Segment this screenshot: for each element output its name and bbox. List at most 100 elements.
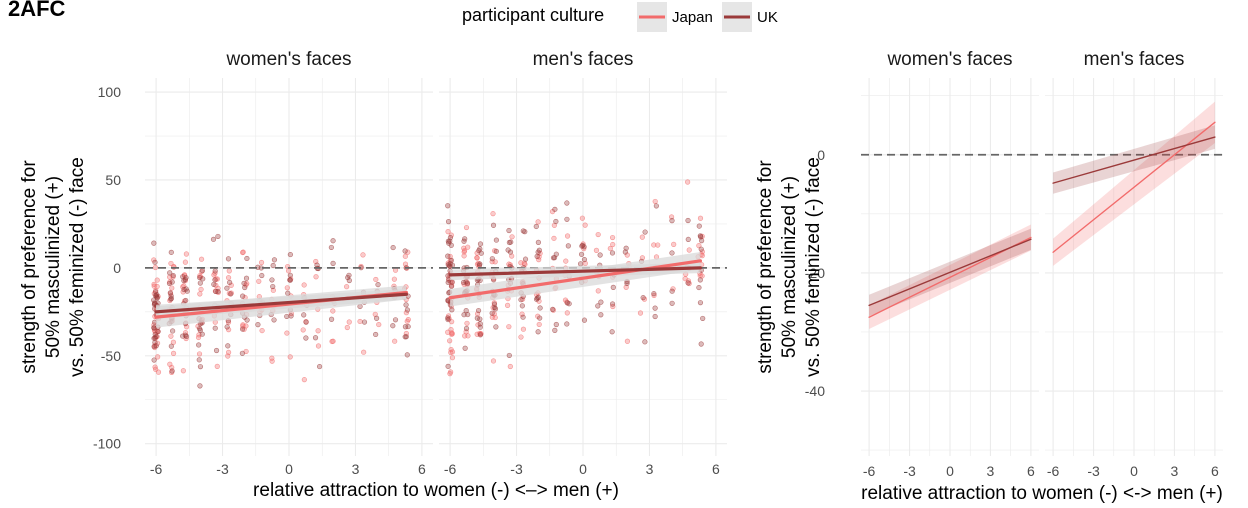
left-point-uk bbox=[239, 350, 245, 356]
left-point-uk bbox=[183, 297, 189, 304]
left-point-uk bbox=[553, 321, 559, 328]
right-y-tick-label: -40 bbox=[805, 383, 825, 399]
left-point-uk bbox=[522, 229, 528, 235]
left-point-uk bbox=[152, 259, 158, 265]
left-point-uk bbox=[552, 206, 558, 212]
left-point-uk bbox=[507, 249, 514, 255]
left-point-uk bbox=[287, 272, 293, 278]
left-point-uk bbox=[463, 325, 470, 332]
left-point-uk bbox=[685, 236, 691, 243]
left-point-japan bbox=[506, 324, 512, 330]
left-point-japan bbox=[361, 349, 367, 355]
left-point-uk bbox=[271, 257, 278, 263]
left-point-uk bbox=[609, 250, 616, 256]
right-facet-label-0: women's faces bbox=[886, 49, 1012, 70]
left-point-uk bbox=[373, 331, 379, 338]
left-point-uk bbox=[535, 329, 541, 335]
left-point-uk bbox=[239, 326, 246, 332]
right-x-tick-label: 3 bbox=[987, 463, 995, 479]
left-point-japan bbox=[180, 368, 186, 374]
left-point-uk bbox=[196, 357, 202, 363]
left-point-japan bbox=[506, 261, 512, 267]
left-point-japan bbox=[474, 255, 480, 261]
left-point-japan bbox=[535, 219, 541, 225]
left-point-uk bbox=[477, 261, 483, 267]
left-point-uk bbox=[346, 277, 352, 284]
left-point-uk bbox=[153, 343, 159, 349]
left-point-japan bbox=[392, 338, 398, 344]
left-point-uk bbox=[493, 237, 499, 243]
left-point-japan bbox=[198, 256, 205, 262]
left-point-uk bbox=[287, 251, 293, 258]
left-point-uk bbox=[225, 343, 231, 349]
left-point-japan bbox=[490, 358, 497, 364]
legend-label-japan: Japan bbox=[672, 9, 713, 26]
left-point-uk bbox=[270, 283, 276, 290]
left-point-uk bbox=[447, 235, 454, 241]
left-point-uk bbox=[445, 203, 451, 209]
left-point-japan bbox=[196, 351, 203, 357]
left-point-uk bbox=[269, 277, 275, 283]
left-point-uk bbox=[243, 275, 250, 281]
left-x-tick-label: 0 bbox=[285, 461, 293, 477]
left-x-tick-label: 0 bbox=[579, 461, 587, 477]
left-panel-1: men's faces -6 -3 0 3 6 bbox=[439, 49, 727, 477]
left-point-uk bbox=[284, 313, 290, 320]
left-point-japan bbox=[269, 355, 275, 361]
left-point-uk bbox=[535, 294, 541, 300]
left-point-uk bbox=[199, 331, 205, 337]
left-point-japan bbox=[536, 321, 542, 328]
left-point-uk bbox=[622, 249, 628, 255]
left-point-uk bbox=[242, 284, 248, 291]
left-point-uk bbox=[535, 249, 541, 255]
left-point-japan bbox=[595, 288, 601, 294]
left-point-japan bbox=[284, 285, 290, 291]
left-point-japan bbox=[169, 285, 175, 291]
figure-title: 2AFC bbox=[8, 0, 66, 21]
left-point-uk bbox=[169, 368, 175, 374]
left-point-uk bbox=[533, 223, 539, 230]
left-point-uk bbox=[200, 276, 206, 282]
right-panel-1: men's faces -6 -3 0 3 6 bbox=[1045, 49, 1223, 479]
left-point-japan bbox=[301, 377, 307, 383]
left-point-uk bbox=[518, 297, 524, 303]
left-point-uk bbox=[166, 280, 173, 286]
left-point-uk bbox=[285, 290, 291, 296]
left-point-japan bbox=[315, 328, 321, 334]
left-point-japan bbox=[551, 235, 557, 241]
left-point-uk bbox=[402, 248, 408, 254]
left-point-uk bbox=[183, 275, 189, 281]
left-point-japan bbox=[240, 249, 246, 256]
right-y-axis-title-line-0: strength of preference for bbox=[755, 160, 776, 374]
left-point-uk bbox=[522, 256, 529, 262]
left-point-uk bbox=[314, 262, 320, 268]
left-point-japan bbox=[504, 302, 511, 308]
left-point-uk bbox=[520, 314, 526, 320]
left-point-japan bbox=[464, 320, 470, 326]
left-point-uk bbox=[197, 383, 203, 389]
left-point-uk bbox=[403, 334, 409, 340]
left-point-uk bbox=[167, 270, 173, 276]
legend: participant culture Japan UK bbox=[462, 2, 778, 32]
left-point-uk bbox=[535, 239, 541, 245]
left-point-uk bbox=[579, 243, 585, 249]
legend-label-uk: UK bbox=[757, 9, 778, 26]
left-y-tick-label: -100 bbox=[93, 436, 121, 452]
left-point-japan bbox=[344, 324, 350, 331]
left-point-uk bbox=[390, 323, 396, 329]
left-point-japan bbox=[214, 363, 220, 369]
left-point-uk bbox=[578, 251, 585, 257]
left-point-japan bbox=[509, 234, 515, 240]
left-point-uk bbox=[490, 222, 497, 228]
left-point-uk bbox=[404, 307, 411, 313]
right-fit-line-japan-1 bbox=[1052, 121, 1216, 253]
right-panel-0: women's faces -6 -3 0 3 6 bbox=[861, 49, 1039, 479]
left-point-japan bbox=[300, 327, 306, 333]
left-point-japan bbox=[167, 361, 173, 367]
left-x-axis-title: relative attraction to women (-) <–> men… bbox=[253, 480, 619, 501]
left-point-uk bbox=[445, 253, 451, 259]
left-point-uk bbox=[182, 332, 188, 338]
right-y-tick-label: -20 bbox=[805, 265, 825, 281]
left-point-uk bbox=[477, 324, 483, 330]
left-y-tick-label: 0 bbox=[113, 260, 121, 276]
